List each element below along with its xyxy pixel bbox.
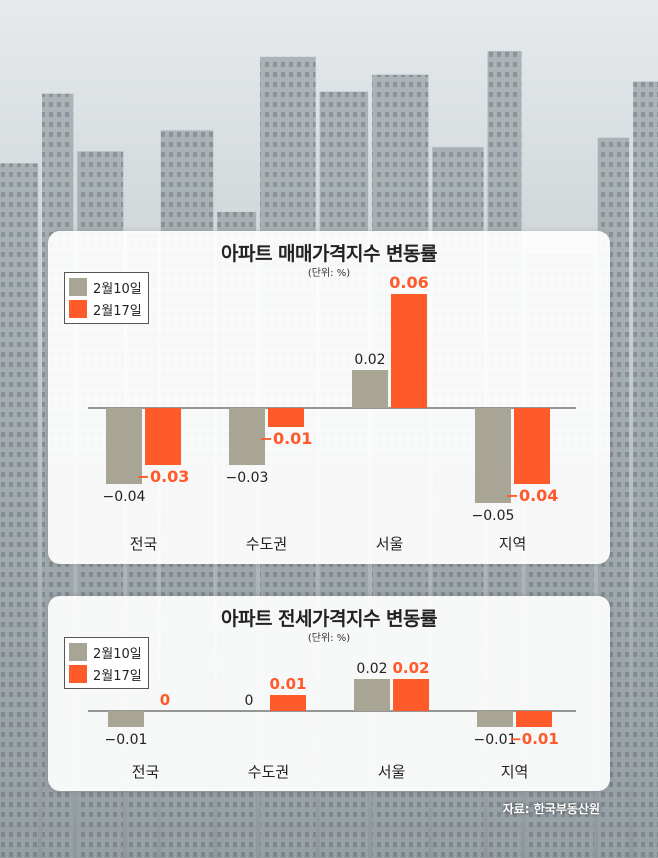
bar-지역-2월10일 <box>477 711 513 727</box>
bar-지역-2월17일 <box>514 408 550 484</box>
legend-swatch-week2 <box>69 665 87 683</box>
data-label: 0 <box>245 693 254 709</box>
bar-서울-2월17일 <box>393 679 429 711</box>
data-label: −0.01 <box>105 732 148 748</box>
legend-label: 2월10일 <box>93 646 142 662</box>
legend-swatch-week2 <box>69 300 87 318</box>
data-label: −0.03 <box>226 470 269 486</box>
chart-title: 아파트 매매가격지수 변동률 <box>221 243 438 265</box>
data-label: −0.01 <box>509 730 559 748</box>
bar-전국-2월17일 <box>145 408 181 465</box>
legend-swatch-week1 <box>69 278 87 296</box>
data-label: −0.04 <box>506 486 559 505</box>
legend-item-week2: 2월17일 <box>69 298 142 320</box>
data-label: −0.05 <box>472 508 515 524</box>
legend-label: 2월17일 <box>93 668 142 684</box>
bar-전국-2월10일 <box>106 408 142 484</box>
bar-서울-2월10일 <box>354 679 390 711</box>
data-label: −0.01 <box>474 732 517 748</box>
jeonse-price-chart-panel: −0.01 0 전국 0 0.01 수도권 0.02 0.02 서울 −0.01 −0.01 지역 아… <box>48 596 610 791</box>
chart-legend: 2월10일 2월17일 <box>64 637 149 689</box>
legend-item-week2: 2월17일 <box>69 663 142 685</box>
category-label: 전국 <box>132 763 160 781</box>
bar-수도권-2월17일 <box>270 695 306 711</box>
data-label: 0 <box>160 691 170 709</box>
legend-label: 2월10일 <box>93 281 142 297</box>
chart-title: 아파트 전세가격지수 변동률 <box>221 608 438 630</box>
bar-서울-2월17일 <box>391 294 427 408</box>
category-label: 수도권 <box>246 535 287 553</box>
category-label: 지역 <box>501 763 529 781</box>
chart-legend: 2월10일 2월17일 <box>64 272 149 324</box>
legend-swatch-week1 <box>69 643 87 661</box>
source-credit: 자료: 한국부동산원 <box>502 802 600 816</box>
bar-수도권-2월17일 <box>268 408 304 427</box>
category-label: 전국 <box>130 535 158 553</box>
category-label: 서울 <box>378 763 406 781</box>
data-label: −0.01 <box>260 429 313 448</box>
data-label: 0.06 <box>389 273 428 292</box>
category-label: 지역 <box>499 535 527 553</box>
legend-label: 2월17일 <box>93 303 142 319</box>
data-label: −0.04 <box>103 489 146 505</box>
bar-전국-2월10일 <box>108 711 144 727</box>
bar-수도권-2월10일 <box>229 408 265 465</box>
bar-지역-2월17일 <box>516 711 552 727</box>
chart-unit: (단위: %) <box>307 268 351 279</box>
category-label: 수도권 <box>248 763 289 781</box>
sale-price-chart-panel: −0.04 −0.03 전국 −0.03 −0.01 수도권 0.02 0.06 서울 −0.05… <box>48 231 610 564</box>
background-building <box>0 163 39 858</box>
legend-item-week1: 2월10일 <box>69 276 142 298</box>
sale-price-bar-chart: −0.04 −0.03 전국 −0.03 −0.01 수도권 0.02 0.06 서울 −0.05… <box>88 273 576 553</box>
bar-서울-2월10일 <box>352 370 388 408</box>
chart-unit: (단위: %) <box>307 633 351 644</box>
data-label: 0.02 <box>354 352 385 368</box>
data-label: 0.01 <box>269 675 306 693</box>
background-building <box>633 81 658 858</box>
bar-지역-2월10일 <box>475 408 511 503</box>
data-label: 0.02 <box>392 659 429 677</box>
category-label: 서울 <box>376 535 404 553</box>
legend-item-week1: 2월10일 <box>69 641 142 663</box>
data-label: −0.03 <box>137 467 190 486</box>
data-label: 0.02 <box>356 661 387 677</box>
